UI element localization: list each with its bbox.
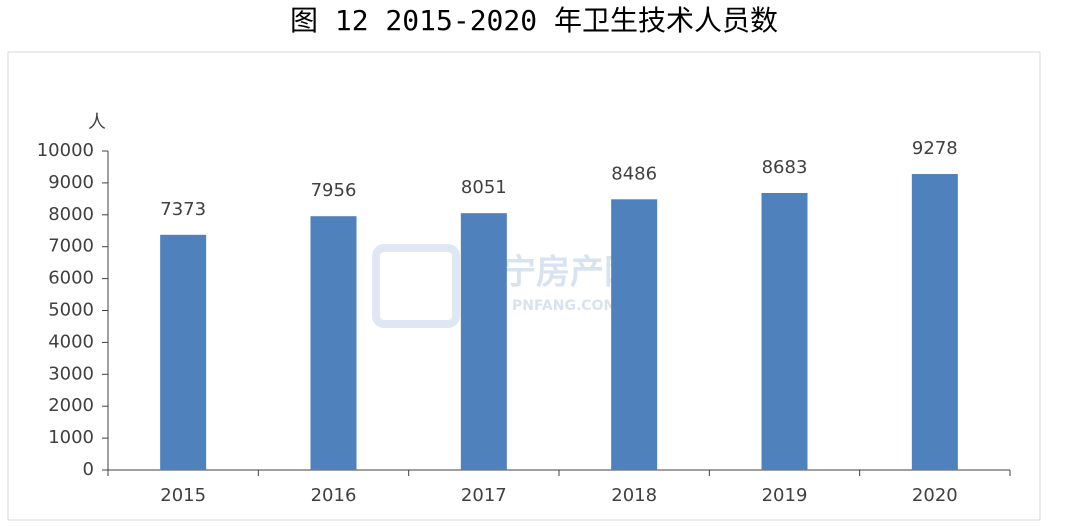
y-tick-label: 4000 [48,331,94,352]
bar [460,213,507,470]
y-tick-label: 2000 [48,395,94,416]
bar [611,199,658,470]
y-tick-label: 0 [83,459,94,480]
x-tick-label: 2018 [611,485,657,506]
y-tick-label: 8000 [48,204,94,225]
bar [160,234,207,470]
data-label: 8486 [611,163,657,184]
y-tick-label: 10000 [37,140,94,161]
watermark-icon [372,244,460,328]
y-tick-label: 5000 [48,300,94,321]
y-axis-label: 人 [88,112,106,133]
x-tick-label: 2019 [762,485,808,506]
bar [310,216,357,470]
bar [911,174,958,470]
y-tick-label: 3000 [48,363,94,384]
data-label: 7373 [160,199,206,220]
data-label: 7956 [311,180,357,201]
data-label: 8051 [461,177,507,198]
x-tick-label: 2016 [311,485,357,506]
watermark-url: PNFANG.COM [512,298,617,314]
y-tick-label: 7000 [48,236,94,257]
data-label: 8683 [762,157,808,178]
x-tick-label: 2015 [160,485,206,506]
y-tick-label: 1000 [48,427,94,448]
chart-title: 图 12 2015-2020 年卫生技术人员数 [290,4,778,37]
y-tick-label: 9000 [48,172,94,193]
y-tick-label: 6000 [48,268,94,289]
bar [761,193,808,470]
data-label: 9278 [912,138,958,159]
x-tick-label: 2017 [461,485,507,506]
x-tick-label: 2020 [912,485,958,506]
